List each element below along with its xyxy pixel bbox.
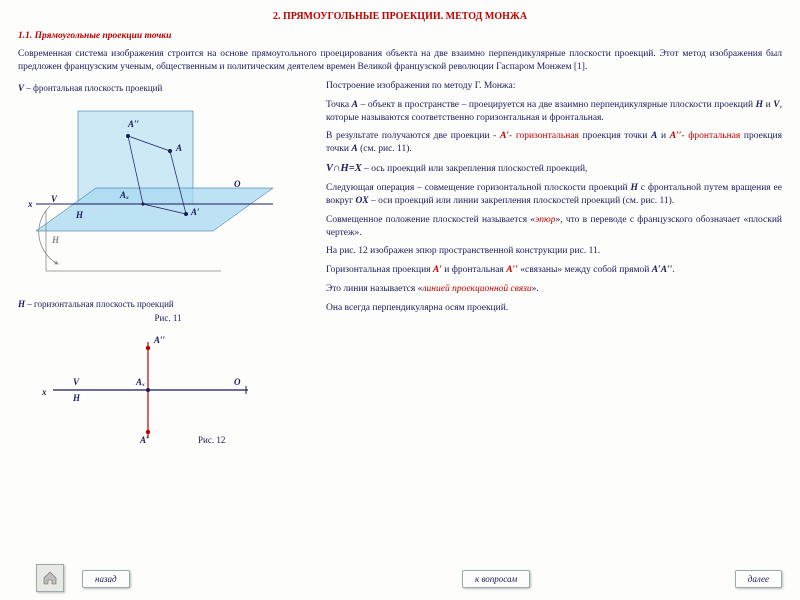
- sym-a1: A′: [500, 131, 509, 141]
- sym-a2: A′′: [670, 131, 682, 141]
- plane-h: [36, 188, 273, 231]
- t: – ось проекций или закрепления плоскосте…: [362, 164, 588, 174]
- right-column: Построение изображения по методу Г. Монж…: [318, 80, 782, 450]
- t: - фронтальная: [681, 131, 740, 141]
- label-v: V: [18, 83, 24, 93]
- label-h-rot: H: [52, 234, 59, 246]
- sym-h: H: [630, 183, 637, 193]
- p-result: В результате получаются две проекции - A…: [326, 130, 782, 156]
- t: проекция точки: [579, 131, 651, 141]
- label-x-3d: x: [28, 198, 33, 210]
- t: - горизонтальная: [509, 131, 579, 141]
- t: – объект в пространстве – проецируется н…: [358, 100, 756, 110]
- epure-ax: [146, 388, 150, 392]
- t: (см. рис. 11).: [358, 144, 412, 154]
- caption-h-text: – горизонтальная плоскость проекций: [27, 299, 173, 309]
- label-o-3d: O: [234, 178, 241, 190]
- t: Следующая операция – совмещение горизонт…: [326, 183, 630, 193]
- label-a2: A′′: [128, 118, 139, 130]
- epure-label-a1: A′: [140, 434, 149, 446]
- t: В результате получаются две проекции -: [326, 131, 500, 141]
- term-projection-link: линией проекционной связи: [422, 284, 531, 294]
- page: 2. ПРЯМОУГОЛЬНЫЕ ПРОЕКЦИИ. МЕТОД МОНЖА 1…: [0, 0, 800, 600]
- epure-label-v: V: [73, 376, 79, 388]
- p-perp: Она всегда перпендикулярна осям проекций…: [326, 302, 782, 315]
- t: Горизонтальная проекция: [326, 265, 433, 275]
- fig11-caption: Рис. 11: [18, 312, 318, 324]
- p-linkline: Это линия называется «линией проекционно…: [326, 283, 782, 296]
- epure-label-o: O: [234, 376, 241, 388]
- t: Совмещенное положение плоскостей называе…: [326, 215, 535, 225]
- t: Точка: [326, 100, 352, 110]
- sym-a1a2: A′A′′: [652, 265, 673, 275]
- figure-11: A′′ A Aₓ A′ O V H H x: [18, 96, 298, 296]
- t: и фронтальная: [442, 265, 506, 275]
- t: – оси проекций или линии закрепления пло…: [369, 196, 675, 206]
- sym-a1: A′: [433, 265, 442, 275]
- left-column: V – фронтальная плоскость проекций: [18, 80, 318, 450]
- label-h-3d: H: [76, 209, 83, 221]
- epure-label-ax: Aₓ: [136, 376, 145, 388]
- t: .: [672, 265, 674, 275]
- formula-vhx: V∩H=X: [326, 163, 362, 174]
- epure-label-x: x: [42, 386, 47, 398]
- back-button[interactable]: назад: [82, 570, 130, 588]
- intro-paragraph: Современная система изображения строится…: [18, 48, 782, 74]
- questions-button[interactable]: к вопросам: [462, 570, 530, 588]
- figure-12: A′′ Aₓ A′ V H x O Рис. 12: [28, 330, 288, 450]
- t: и: [657, 131, 669, 141]
- sym-ox: OX: [355, 196, 368, 206]
- next-button[interactable]: далее: [735, 570, 782, 588]
- home-icon: [42, 571, 58, 585]
- p-fig12ref: На рис. 12 изображен эпюр пространственн…: [326, 245, 782, 258]
- columns: V – фронтальная плоскость проекций: [18, 80, 782, 450]
- t: «связаны» между собой прямой: [518, 265, 652, 275]
- caption-v-text: – фронтальная плоскость проекций: [26, 83, 162, 93]
- figure-11-svg: [18, 96, 298, 296]
- label-v-3d: V: [51, 193, 57, 205]
- t: и: [763, 100, 773, 110]
- label-h: H: [18, 299, 25, 309]
- p-epur: Совмещенное положение плоскостей называе…: [326, 214, 782, 240]
- epure-label-a2: A′′: [154, 334, 165, 346]
- epure-label-h: H: [73, 392, 80, 404]
- fig12-caption: Рис. 12: [198, 434, 225, 446]
- page-title: 2. ПРЯМОУГОЛЬНЫЕ ПРОЕКЦИИ. МЕТОД МОНЖА: [18, 10, 782, 24]
- sym-h: H: [756, 100, 763, 110]
- section-heading: 1.1. Прямоугольные проекции точки: [18, 30, 782, 43]
- p-formula: V∩H=X – ось проекций или закрепления пло…: [326, 162, 782, 176]
- figure-12-svg: [28, 330, 288, 450]
- label-a1: A′: [191, 206, 200, 218]
- label-ax: Aₓ: [120, 189, 129, 201]
- term-epur: эпюр: [535, 215, 555, 225]
- p-point-a: Точка A – объект в пространстве – проеци…: [326, 99, 782, 125]
- sym-a2: A′′: [506, 265, 518, 275]
- caption-v: V – фронтальная плоскость проекций: [18, 82, 318, 94]
- p-rotation: Следующая операция – совмещение горизонт…: [326, 182, 782, 208]
- epure-a2: [146, 346, 150, 350]
- p-linked: Горизонтальная проекция A′ и фронтальная…: [326, 264, 782, 277]
- t: ».: [532, 284, 539, 294]
- caption-h: H – горизонтальная плоскость проекций: [18, 298, 318, 310]
- home-button[interactable]: [36, 564, 64, 592]
- p-build: Построение изображения по методу Г. Монж…: [326, 80, 782, 93]
- t: Это линия называется «: [326, 284, 422, 294]
- label-a: A: [176, 142, 182, 154]
